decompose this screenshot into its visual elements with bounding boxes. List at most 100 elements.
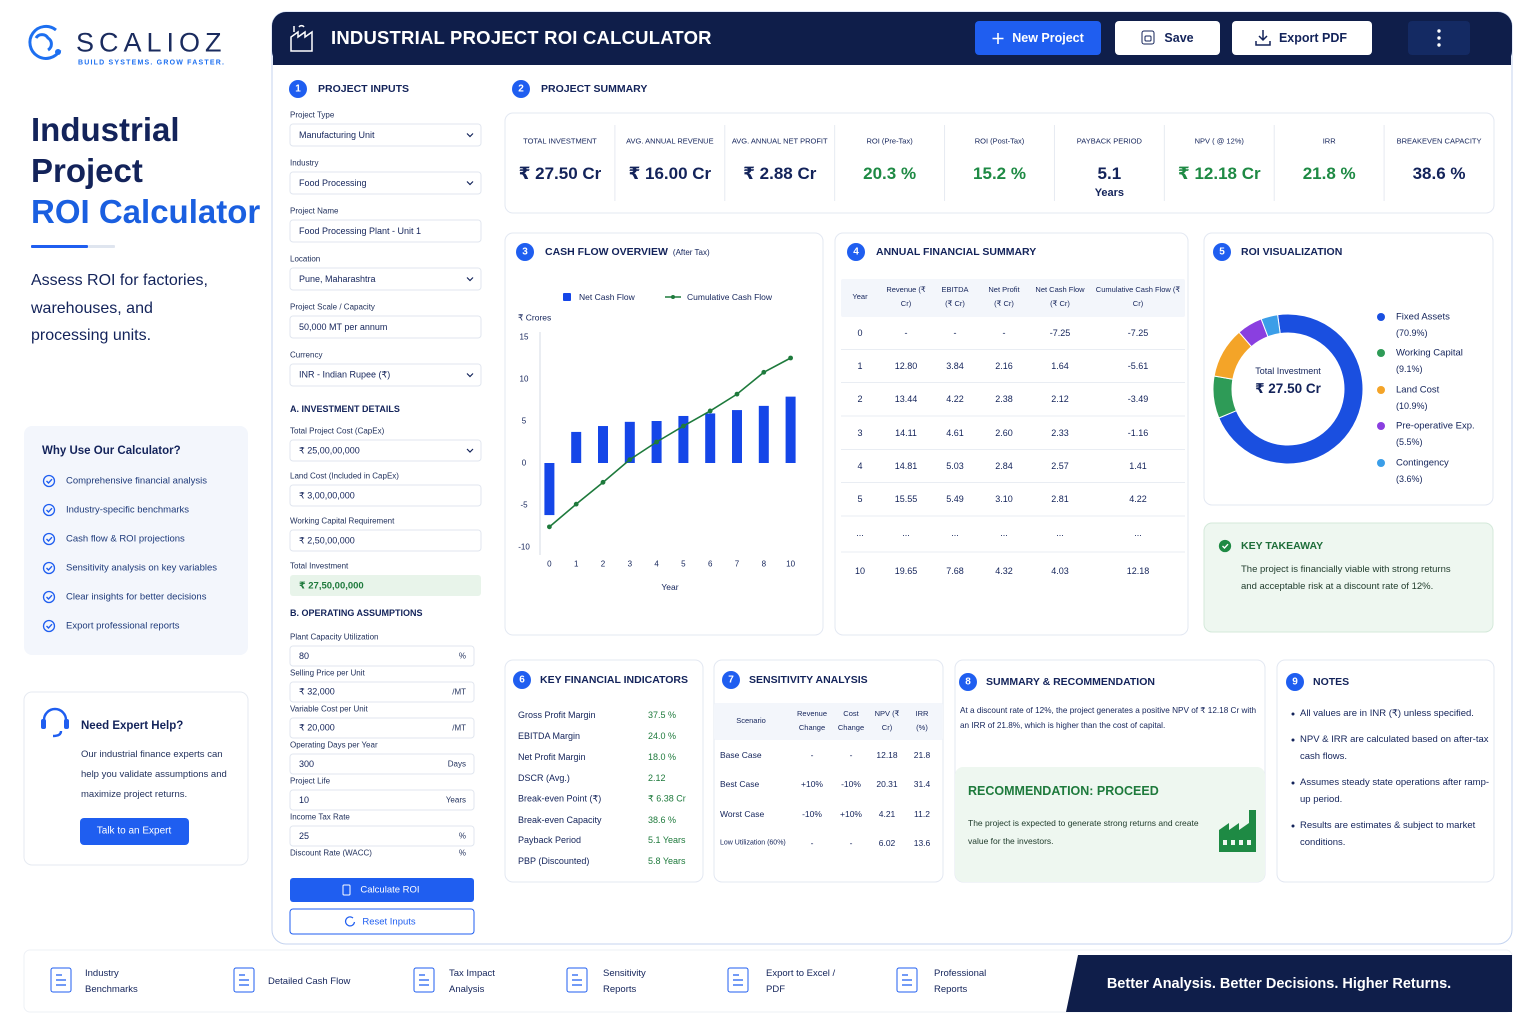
table-cell: 2.38 xyxy=(995,394,1013,404)
feature-label: Tax Impact Analysis xyxy=(449,968,495,995)
table-cell: 1.41 xyxy=(1129,461,1147,471)
chart-subtitle: (After Tax) xyxy=(672,248,710,257)
input-box[interactable] xyxy=(289,439,482,462)
section-title: KEY FINANCIAL INDICATORS xyxy=(540,674,688,686)
input-box[interactable] xyxy=(289,171,482,195)
check-icon xyxy=(42,503,56,517)
bar xyxy=(705,413,716,463)
metric-value: 20.3 % xyxy=(863,164,917,183)
header-button[interactable] xyxy=(975,21,1101,55)
input-value[interactable]: ₹ 32,000 xyxy=(299,686,335,697)
input-label: Selling Price per Unit xyxy=(290,668,365,678)
annual-card xyxy=(834,232,1189,636)
table-cell: -3.49 xyxy=(1127,394,1149,404)
legend-dot xyxy=(1377,386,1385,394)
check-icon xyxy=(42,532,56,546)
bullet xyxy=(1291,824,1295,828)
input-value[interactable]: 80 xyxy=(299,651,310,661)
input-value[interactable]: 50,000 MT per annum xyxy=(299,322,388,332)
input-value[interactable]: Manufacturing Unit xyxy=(299,130,375,140)
input-box[interactable] xyxy=(289,753,475,775)
table-cell: ... xyxy=(1056,528,1064,538)
input-box[interactable] xyxy=(289,267,482,291)
why-item: Clear insights for better decisions xyxy=(66,591,207,603)
indicator-value: 2.12 xyxy=(648,772,666,783)
calculate-button-label[interactable]: Calculate ROI xyxy=(360,884,420,896)
check-icon-mark xyxy=(46,594,53,601)
section-number-badge xyxy=(516,243,534,261)
indicator-label: Gross Profit Margin xyxy=(518,710,596,720)
table-header-cell: Cost Change xyxy=(837,709,865,732)
input-value[interactable]: ₹ 25,00,00,000 xyxy=(299,445,360,455)
input-value[interactable]: INR - Indian Rupee (₹) xyxy=(299,369,391,380)
header-button[interactable] xyxy=(1115,21,1220,55)
input-value[interactable]: 25 xyxy=(299,831,310,841)
feature-icon xyxy=(727,967,749,993)
input-box[interactable] xyxy=(289,484,482,507)
reset-button[interactable] xyxy=(289,908,475,935)
section-number: 9 xyxy=(1292,676,1298,688)
input-value[interactable]: Food Processing Plant - Unit 1 xyxy=(299,226,422,236)
input-box[interactable] xyxy=(289,529,482,552)
table-cell: ... xyxy=(1134,528,1142,538)
legend-marker xyxy=(671,295,675,299)
line-point xyxy=(681,423,686,429)
input-box[interactable] xyxy=(289,789,475,811)
input-box[interactable] xyxy=(289,363,482,387)
bar xyxy=(678,415,689,463)
reset-button-label[interactable]: Reset Inputs xyxy=(362,916,416,928)
table-cell: 13.44 xyxy=(894,394,918,404)
table-cell: 3.84 xyxy=(946,361,964,371)
table-header-cell: Net Cash Flow (₹ Cr) xyxy=(1035,285,1085,308)
input-group-title: B. OPERATING ASSUMPTIONS xyxy=(290,608,423,618)
table-cell: +10% xyxy=(840,809,862,819)
line-point xyxy=(573,501,579,507)
table-cell: 5 xyxy=(857,494,863,504)
input-value[interactable]: ₹ 3,00,00,000 xyxy=(299,490,355,500)
section-number-badge xyxy=(512,80,530,98)
calculate-button[interactable] xyxy=(290,878,474,902)
input-box[interactable] xyxy=(289,717,475,739)
sensitivity-card xyxy=(713,659,944,883)
save-icon xyxy=(1141,30,1155,45)
donut-center-value: ₹ 27.50 Cr xyxy=(1255,381,1321,396)
input-box[interactable] xyxy=(289,315,482,339)
help-button[interactable] xyxy=(80,818,189,845)
section-title: ROI VISUALIZATION xyxy=(1241,246,1343,258)
headset-icon xyxy=(42,707,68,738)
input-box[interactable] xyxy=(289,219,482,243)
metric-value: 21.8 % xyxy=(1302,164,1356,183)
table-cell: 2.33 xyxy=(1051,428,1069,438)
section-number-badge xyxy=(847,243,865,261)
feature-icon-detail xyxy=(56,974,66,986)
input-box[interactable] xyxy=(289,645,475,667)
feature-icon-detail xyxy=(572,974,582,986)
input-value[interactable]: 300 xyxy=(299,759,315,769)
header-button-label[interactable]: Save xyxy=(1164,31,1194,45)
header-button-label[interactable]: Export PDF xyxy=(1278,31,1348,45)
input-box[interactable] xyxy=(289,123,482,147)
table-cell: -5.61 xyxy=(1127,361,1149,371)
input-label: Variable Cost per Unit xyxy=(290,704,368,714)
input-value[interactable]: ₹ 2,50,00,000 xyxy=(299,535,355,545)
legend-value: (3.6%) xyxy=(1396,474,1423,484)
input-value[interactable]: Pune, Maharashtra xyxy=(299,274,376,284)
input-value[interactable]: 10 xyxy=(299,795,310,805)
feature-icon-detail xyxy=(902,974,912,986)
check-icon-mark xyxy=(46,565,53,572)
header-button-label[interactable]: New Project xyxy=(1012,31,1084,45)
dropdown-chevron xyxy=(466,277,474,282)
input-value[interactable]: ₹ 20,000 xyxy=(299,722,335,733)
menu-dot xyxy=(1437,36,1441,40)
input-box[interactable] xyxy=(289,825,475,847)
input-label: Income Tax Rate xyxy=(290,812,350,822)
section-number: 3 xyxy=(522,246,528,258)
input-label: Project Scale / Capacity xyxy=(290,302,375,312)
header-button[interactable] xyxy=(1232,21,1372,55)
input-value[interactable]: Food Processing xyxy=(299,178,367,188)
help-button-label[interactable]: Talk to an Expert xyxy=(96,825,172,837)
section-number-badge xyxy=(513,671,531,689)
metric-label: AVG. ANNUAL REVENUE xyxy=(626,136,714,146)
input-box[interactable] xyxy=(289,681,475,703)
